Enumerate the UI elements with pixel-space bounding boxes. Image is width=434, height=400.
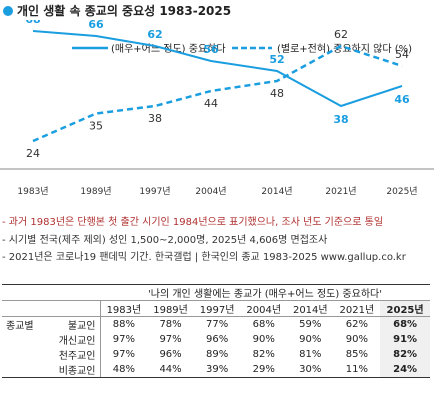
chart-title: 개인 생활 속 종교의 중요성 1983-2025 <box>17 4 232 18</box>
table-cell: 59% <box>299 319 322 330</box>
table-cell: 68% <box>252 319 275 330</box>
religion-importance-table: '나의 개인 생활에는 종교가 (매우+어느 정도) 중요하다' 1983년 1… <box>2 284 430 378</box>
data-label: 48 <box>270 87 284 100</box>
data-label: 66 <box>88 20 104 31</box>
table-cell: 68% <box>380 316 430 332</box>
chart-title-row: 개인 생활 속 종교의 중요성 1983-2025 <box>3 2 231 19</box>
table-cell: 78% <box>159 319 182 330</box>
series-line-important <box>32 30 403 108</box>
table-cell: 39% <box>193 362 241 378</box>
x-tick-label: 1997년 <box>139 186 170 197</box>
row-label: 불교인 <box>44 316 101 332</box>
year-header: 1983년 <box>100 300 148 317</box>
data-label: 68 <box>25 20 40 26</box>
table-cell: 77% <box>206 319 229 330</box>
data-label: 44 <box>204 97 218 110</box>
data-label: 52 <box>269 53 284 66</box>
table-row: 종교별 불교인 88% 78% 77% 68% 59% 62% 68% <box>2 316 430 332</box>
row-label: 개신교인 <box>44 332 101 347</box>
data-label: 35 <box>89 120 103 133</box>
x-tick-label: 2014년 <box>261 186 292 197</box>
table-cell: 90% <box>345 334 368 345</box>
table-caption-row: '나의 개인 생활에는 종교가 (매우+어느 정도) 중요하다' <box>2 284 430 301</box>
table-cell: 85% <box>345 349 368 360</box>
data-label: 56 <box>203 43 219 56</box>
table-cell: 97% <box>112 349 135 360</box>
legend-label: (별로+전혀) 중요하지 않다 (%) <box>277 42 412 55</box>
table-cell: 96% <box>206 334 229 345</box>
legend-label: (매우+어느 정도) 중요하다 <box>111 42 226 55</box>
table-cell: 30% <box>287 362 334 378</box>
year-header: 1997년 <box>193 300 241 317</box>
table-cell: 96% <box>159 349 182 360</box>
table-cell: 62% <box>345 319 368 330</box>
data-label: 38 <box>333 113 348 126</box>
table-row: 천주교인 97% 96% 89% 82% 81% 85% 82% <box>2 347 430 362</box>
year-header: 2025년 <box>380 300 430 317</box>
table-cell: 88% <box>112 319 135 330</box>
data-label: 24 <box>26 147 40 160</box>
table-cell: 44% <box>147 362 194 378</box>
bullet-dot-icon <box>3 5 13 16</box>
table-cell: 48% <box>100 362 148 378</box>
footnote-1: - 과거 1983년은 단행본 첫 출간 시기인 1984년으로 표기했으나, … <box>2 217 384 228</box>
group-label: 종교별 <box>6 321 34 332</box>
data-label: 54 <box>395 48 409 61</box>
year-header: 2021년 <box>333 300 381 317</box>
series-line-not-important <box>32 44 403 143</box>
footnote-2: - 시기별 전국(제주 제외) 성인 1,500~2,000명, 2025년 4… <box>2 234 328 246</box>
x-tick-label: 1989년 <box>80 186 111 197</box>
table-cell: 97% <box>159 334 182 345</box>
table-cell: 29% <box>240 362 287 378</box>
table-cell: 91% <box>380 332 430 347</box>
table-row: 비종교인 48% 44% 39% 29% 30% 11% 24% <box>2 362 430 378</box>
data-label: 62 <box>147 28 162 41</box>
row-label: 비종교인 <box>44 362 101 378</box>
table-cell: 97% <box>112 334 135 345</box>
table-header-row: 1983년 1989년 1997년 2004년 2014년 2021년 2025… <box>2 300 430 317</box>
data-label: 46 <box>394 93 410 106</box>
footnotes: - 과거 1983년은 단행본 첫 출간 시기인 1984년으로 표기했으나, … <box>2 214 406 267</box>
footnote-3: - 2021년은 코로나19 팬데믹 기간. 한국갤럽 | 한국인의 종교 19… <box>2 252 406 263</box>
year-header: 1989년 <box>147 300 194 317</box>
table-cell: 82% <box>252 349 275 360</box>
table-row: 개신교인 97% 97% 96% 90% 90% 90% 91% <box>2 332 430 347</box>
table-caption: '나의 개인 생활에는 종교가 (매우+어느 정도) 중요하다' <box>100 284 430 301</box>
line-chart: (매우+어느 정도) 중요하다 (별로+전혀) 중요하지 않다 (%) 68 66 62… <box>0 20 434 197</box>
table-cell: 11% <box>333 362 381 378</box>
x-tick-label: 2004년 <box>195 186 226 197</box>
data-label: 38 <box>148 112 162 125</box>
x-tick-label: 2025년 <box>386 186 417 197</box>
table-cell: 24% <box>380 362 430 378</box>
x-tick-label: 2021년 <box>325 186 356 197</box>
table-cell: 81% <box>299 349 322 360</box>
row-label: 천주교인 <box>44 347 101 362</box>
year-header: 2004년 <box>240 300 287 317</box>
data-label: 62 <box>334 28 348 41</box>
table-cell: 82% <box>380 347 430 362</box>
table-cell: 90% <box>299 334 322 345</box>
table-cell: 90% <box>252 334 275 345</box>
x-tick-label: 1983년 <box>17 186 48 197</box>
table-cell: 89% <box>206 349 229 360</box>
year-header: 2014년 <box>287 300 334 317</box>
